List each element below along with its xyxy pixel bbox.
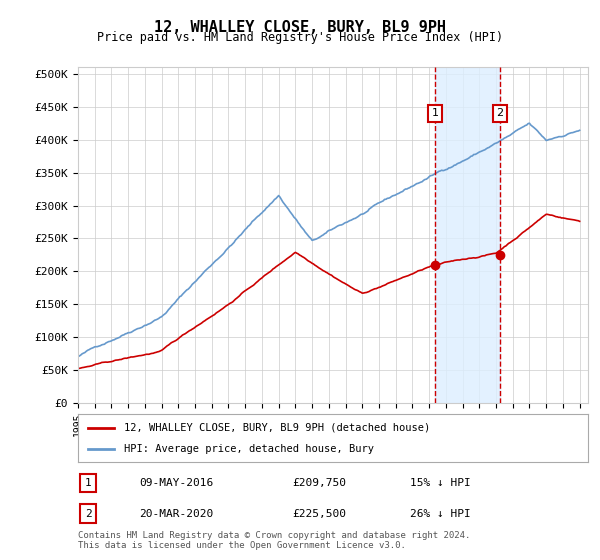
Text: 15% ↓ HPI: 15% ↓ HPI bbox=[409, 478, 470, 488]
Text: 1: 1 bbox=[431, 108, 439, 118]
Text: 09-MAY-2016: 09-MAY-2016 bbox=[139, 478, 214, 488]
Text: 12, WHALLEY CLOSE, BURY, BL9 9PH: 12, WHALLEY CLOSE, BURY, BL9 9PH bbox=[154, 20, 446, 35]
Text: 2: 2 bbox=[496, 108, 503, 118]
Text: HPI: Average price, detached house, Bury: HPI: Average price, detached house, Bury bbox=[124, 444, 374, 454]
Text: 20-MAR-2020: 20-MAR-2020 bbox=[139, 509, 214, 519]
Text: £225,500: £225,500 bbox=[292, 509, 346, 519]
Text: 2: 2 bbox=[85, 509, 92, 519]
Text: £209,750: £209,750 bbox=[292, 478, 346, 488]
Text: 26% ↓ HPI: 26% ↓ HPI bbox=[409, 509, 470, 519]
Text: 1: 1 bbox=[85, 478, 92, 488]
Text: Contains HM Land Registry data © Crown copyright and database right 2024.
This d: Contains HM Land Registry data © Crown c… bbox=[78, 530, 470, 550]
Text: 12, WHALLEY CLOSE, BURY, BL9 9PH (detached house): 12, WHALLEY CLOSE, BURY, BL9 9PH (detach… bbox=[124, 423, 430, 433]
Text: Price paid vs. HM Land Registry's House Price Index (HPI): Price paid vs. HM Land Registry's House … bbox=[97, 31, 503, 44]
Bar bbox=[435, 67, 500, 403]
